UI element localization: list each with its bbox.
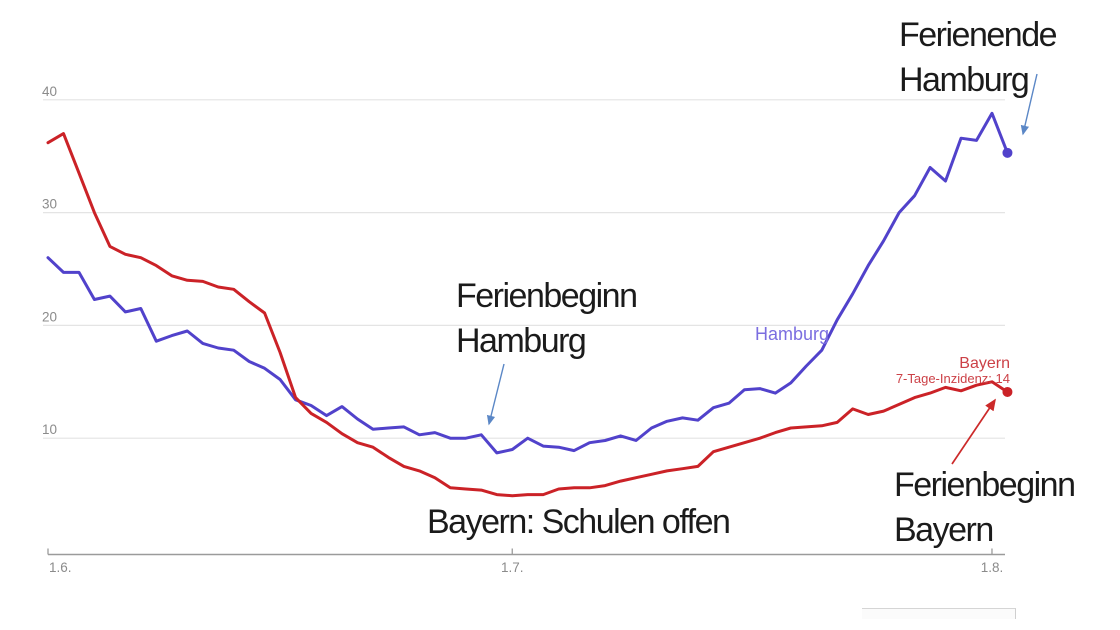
annotation-bayern-schulen-offen: Bayern: Schulen offen [427, 503, 731, 541]
ferienbeginn-hamburg-arrow [486, 363, 505, 426]
annotation-line: Ferienbeginn [894, 466, 1076, 504]
annotation-line: Ferienende [899, 16, 1058, 54]
bayern-line [46, 132, 1009, 498]
annotation-line: Ferienbeginn [456, 277, 638, 315]
y-axis-tick-label: 30 [42, 197, 57, 212]
ferienende-hamburg-arrow [1020, 73, 1038, 136]
hamburg-series-label: Hamburg [755, 324, 830, 344]
x-axis-tick-label: 1.7. [501, 560, 524, 575]
x-axis-tick-label: 1.8. [981, 560, 1004, 575]
y-axis-tick-label: 20 [42, 309, 57, 324]
y-axis-tick-label: 40 [42, 84, 57, 99]
ferienbeginn-bayern-arrow [951, 398, 996, 465]
x-axis-tick-label: 1.6. [49, 560, 72, 575]
bayern-series-label-group: Bayern 7-Tage-Inzidenz: 14 [896, 355, 1010, 386]
horizontal-scrollbar[interactable] [862, 608, 1016, 619]
annotation-ferienbeginn-bayern: Ferienbeginn Bayern [894, 463, 1076, 553]
annotation-ferienbeginn-hamburg: Ferienbeginn Hamburg [456, 274, 638, 364]
annotation-line: Hamburg [456, 322, 587, 360]
hamburg-line [46, 111, 1009, 455]
annotation-line: Hamburg [899, 61, 1030, 99]
bayern-series-label: Bayern [959, 355, 1010, 372]
hamburg-endpoint-dot [1002, 147, 1013, 158]
bayern-current-value-label: 7-Tage-Inzidenz: 14 [895, 371, 1010, 386]
y-axis-tick-label: 10 [42, 422, 57, 437]
bayern-endpoint-dot [1002, 386, 1013, 397]
annotation-line: Bayern [894, 511, 994, 549]
annotation-ferienende-hamburg: Ferienende Hamburg [899, 13, 1058, 103]
